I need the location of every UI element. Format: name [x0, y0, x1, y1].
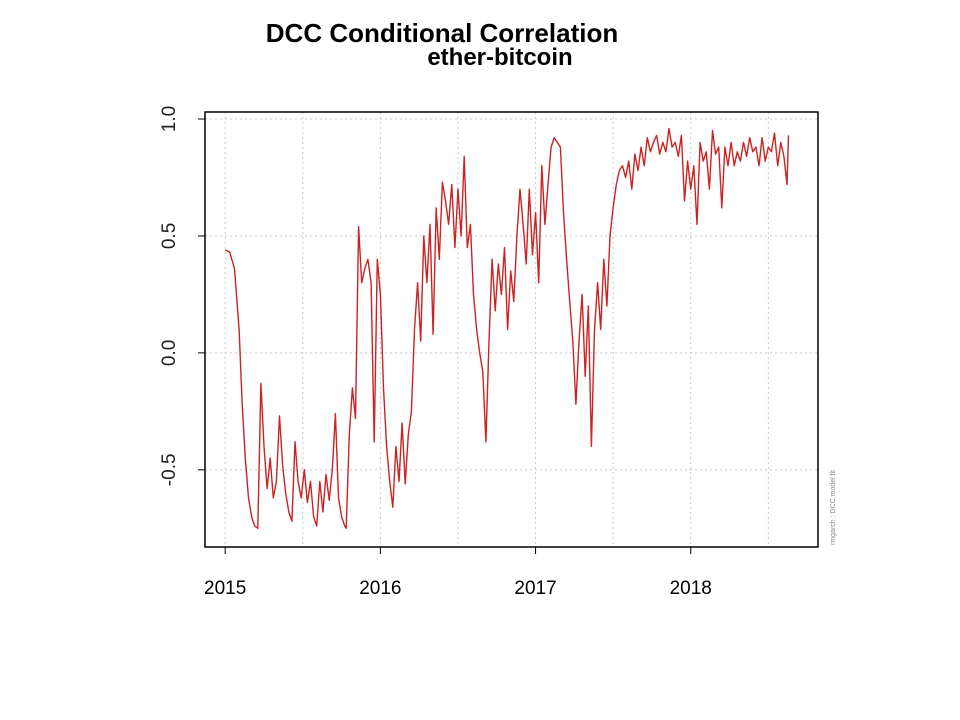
y-tick-label: 0.5 — [159, 223, 180, 249]
model-footnote: rmgarch : DCC model fit — [830, 470, 837, 545]
x-tick-label: 2015 — [204, 578, 246, 599]
correlation-series-line — [224, 127, 790, 529]
plot-area-border — [204, 111, 819, 548]
x-tick-label: 2018 — [670, 578, 712, 599]
x-tick-label: 2017 — [514, 578, 556, 599]
x-tick-label: 2016 — [359, 578, 401, 599]
y-tick-label: -0.5 — [159, 453, 180, 486]
chart-subtitle: ether-bitcoin — [427, 44, 573, 71]
y-tick-label: 0.0 — [159, 340, 180, 366]
y-tick-label: 1.0 — [159, 106, 180, 132]
y-axis: -0.5 0.0 0.5 1.0 — [159, 106, 205, 486]
grid-lines — [205, 112, 818, 547]
chart-title: DCC Conditional Correlation — [265, 18, 619, 48]
series-line-group — [224, 127, 790, 529]
x-axis: 2015 2016 2017 2018 — [204, 546, 712, 599]
